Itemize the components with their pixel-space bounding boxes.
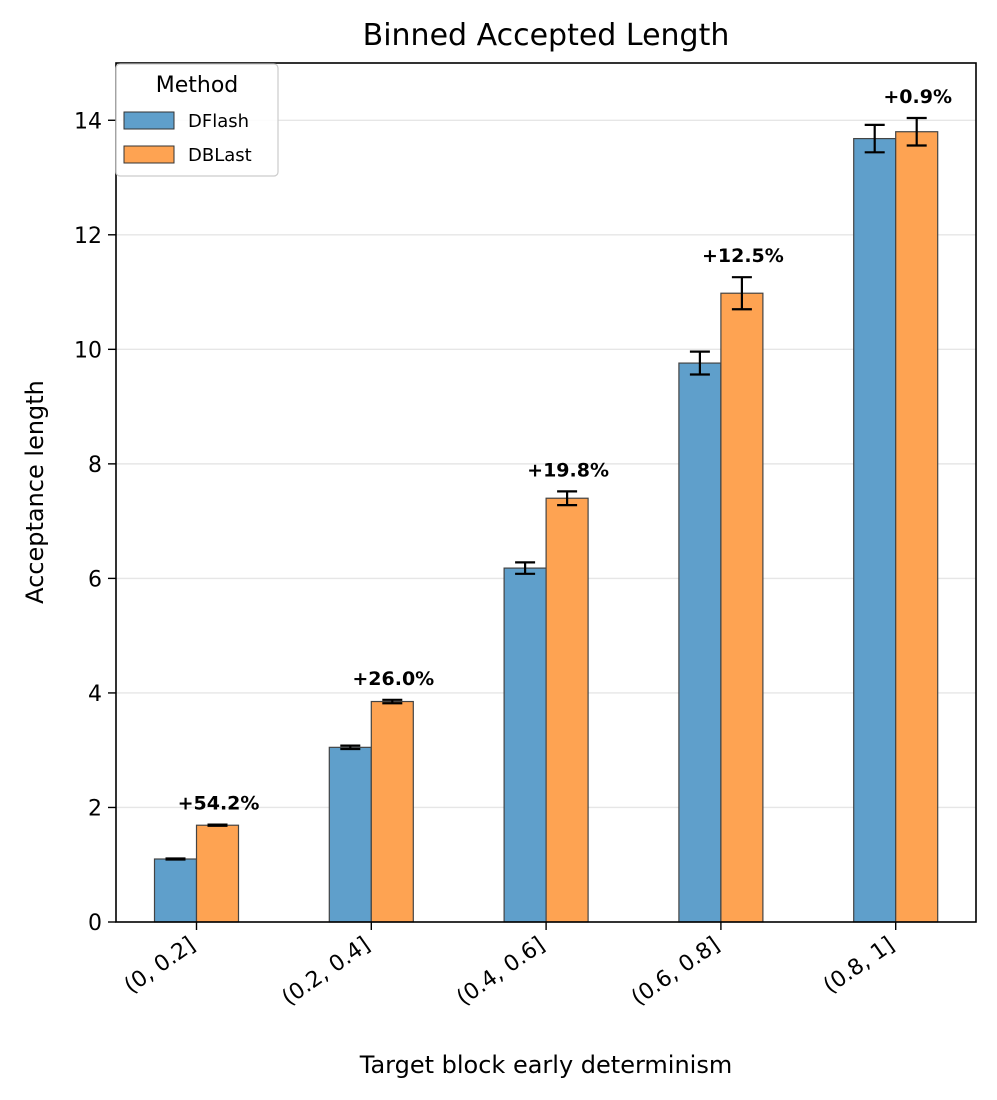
error-bar — [906, 116, 927, 147]
error-bar — [515, 561, 536, 575]
y-tick-label: 6 — [88, 567, 102, 592]
bar-dflash — [328, 746, 372, 923]
legend-label-dflash: DFlash — [188, 111, 249, 132]
gain-annotation: +0.9% — [883, 86, 952, 108]
bar-dflash — [153, 858, 198, 923]
error-bar — [864, 123, 885, 154]
legend-label-dblast: DBLast — [188, 145, 252, 166]
bar-dblast — [195, 824, 240, 923]
bar-dblast — [545, 497, 589, 923]
legend-swatch-dflash — [123, 111, 175, 130]
x-tick-label: (0.6, 0.8] — [627, 932, 724, 1010]
y-axis: 0 2 4 6 8 10 12 14 — [74, 109, 116, 936]
x-tick-label: (0.2, 0.4] — [278, 932, 375, 1010]
error-bars — [165, 116, 927, 861]
y-tick-label: 0 — [88, 911, 102, 936]
x-axis: (0, 0.2] (0.2, 0.4] (0.4, 0.6] (0.6, 0.8] (0… — [120, 922, 899, 1011]
legend: Method DFlash DBLast — [115, 63, 279, 177]
bar-dblast — [895, 131, 939, 923]
chart-title: Binned Accepted Length — [363, 18, 730, 53]
error-bar — [207, 823, 228, 827]
bar-dflash — [678, 362, 722, 923]
y-tick-label: 8 — [88, 453, 102, 478]
gain-annotation: +19.8% — [527, 459, 609, 481]
bar-dblast — [370, 700, 414, 923]
x-tick-label: (0, 0.2] — [120, 932, 200, 998]
gain-annotation: +54.2% — [178, 793, 260, 815]
x-tick-label: (0.8, 1] — [819, 932, 899, 998]
y-axis-label: Acceptance length — [21, 380, 49, 604]
bar-dflash — [503, 567, 547, 923]
gain-annotation: +12.5% — [702, 245, 784, 267]
y-tick-label: 14 — [74, 109, 102, 134]
error-bar — [557, 490, 578, 507]
bars — [153, 131, 939, 923]
error-bar — [689, 350, 710, 376]
bar-dflash — [853, 137, 897, 923]
legend-title: Method — [156, 73, 239, 98]
error-bar — [731, 276, 752, 311]
gain-annotation: +26.0% — [352, 668, 434, 690]
annotations: +54.2% +26.0% +19.8% +12.5% +0.9% — [178, 86, 952, 815]
y-tick-label: 2 — [88, 796, 102, 821]
error-bar — [165, 857, 186, 861]
y-tick-label: 4 — [88, 682, 102, 707]
x-tick-label: (0.4, 0.6] — [452, 932, 549, 1010]
error-bar — [382, 698, 403, 705]
bar-dblast — [720, 292, 764, 923]
x-axis-label: Target block early determinism — [359, 1051, 732, 1079]
y-tick-label: 12 — [74, 224, 102, 249]
legend-swatch-dblast — [123, 145, 175, 164]
y-tick-label: 10 — [74, 338, 102, 363]
error-bar — [340, 744, 361, 751]
